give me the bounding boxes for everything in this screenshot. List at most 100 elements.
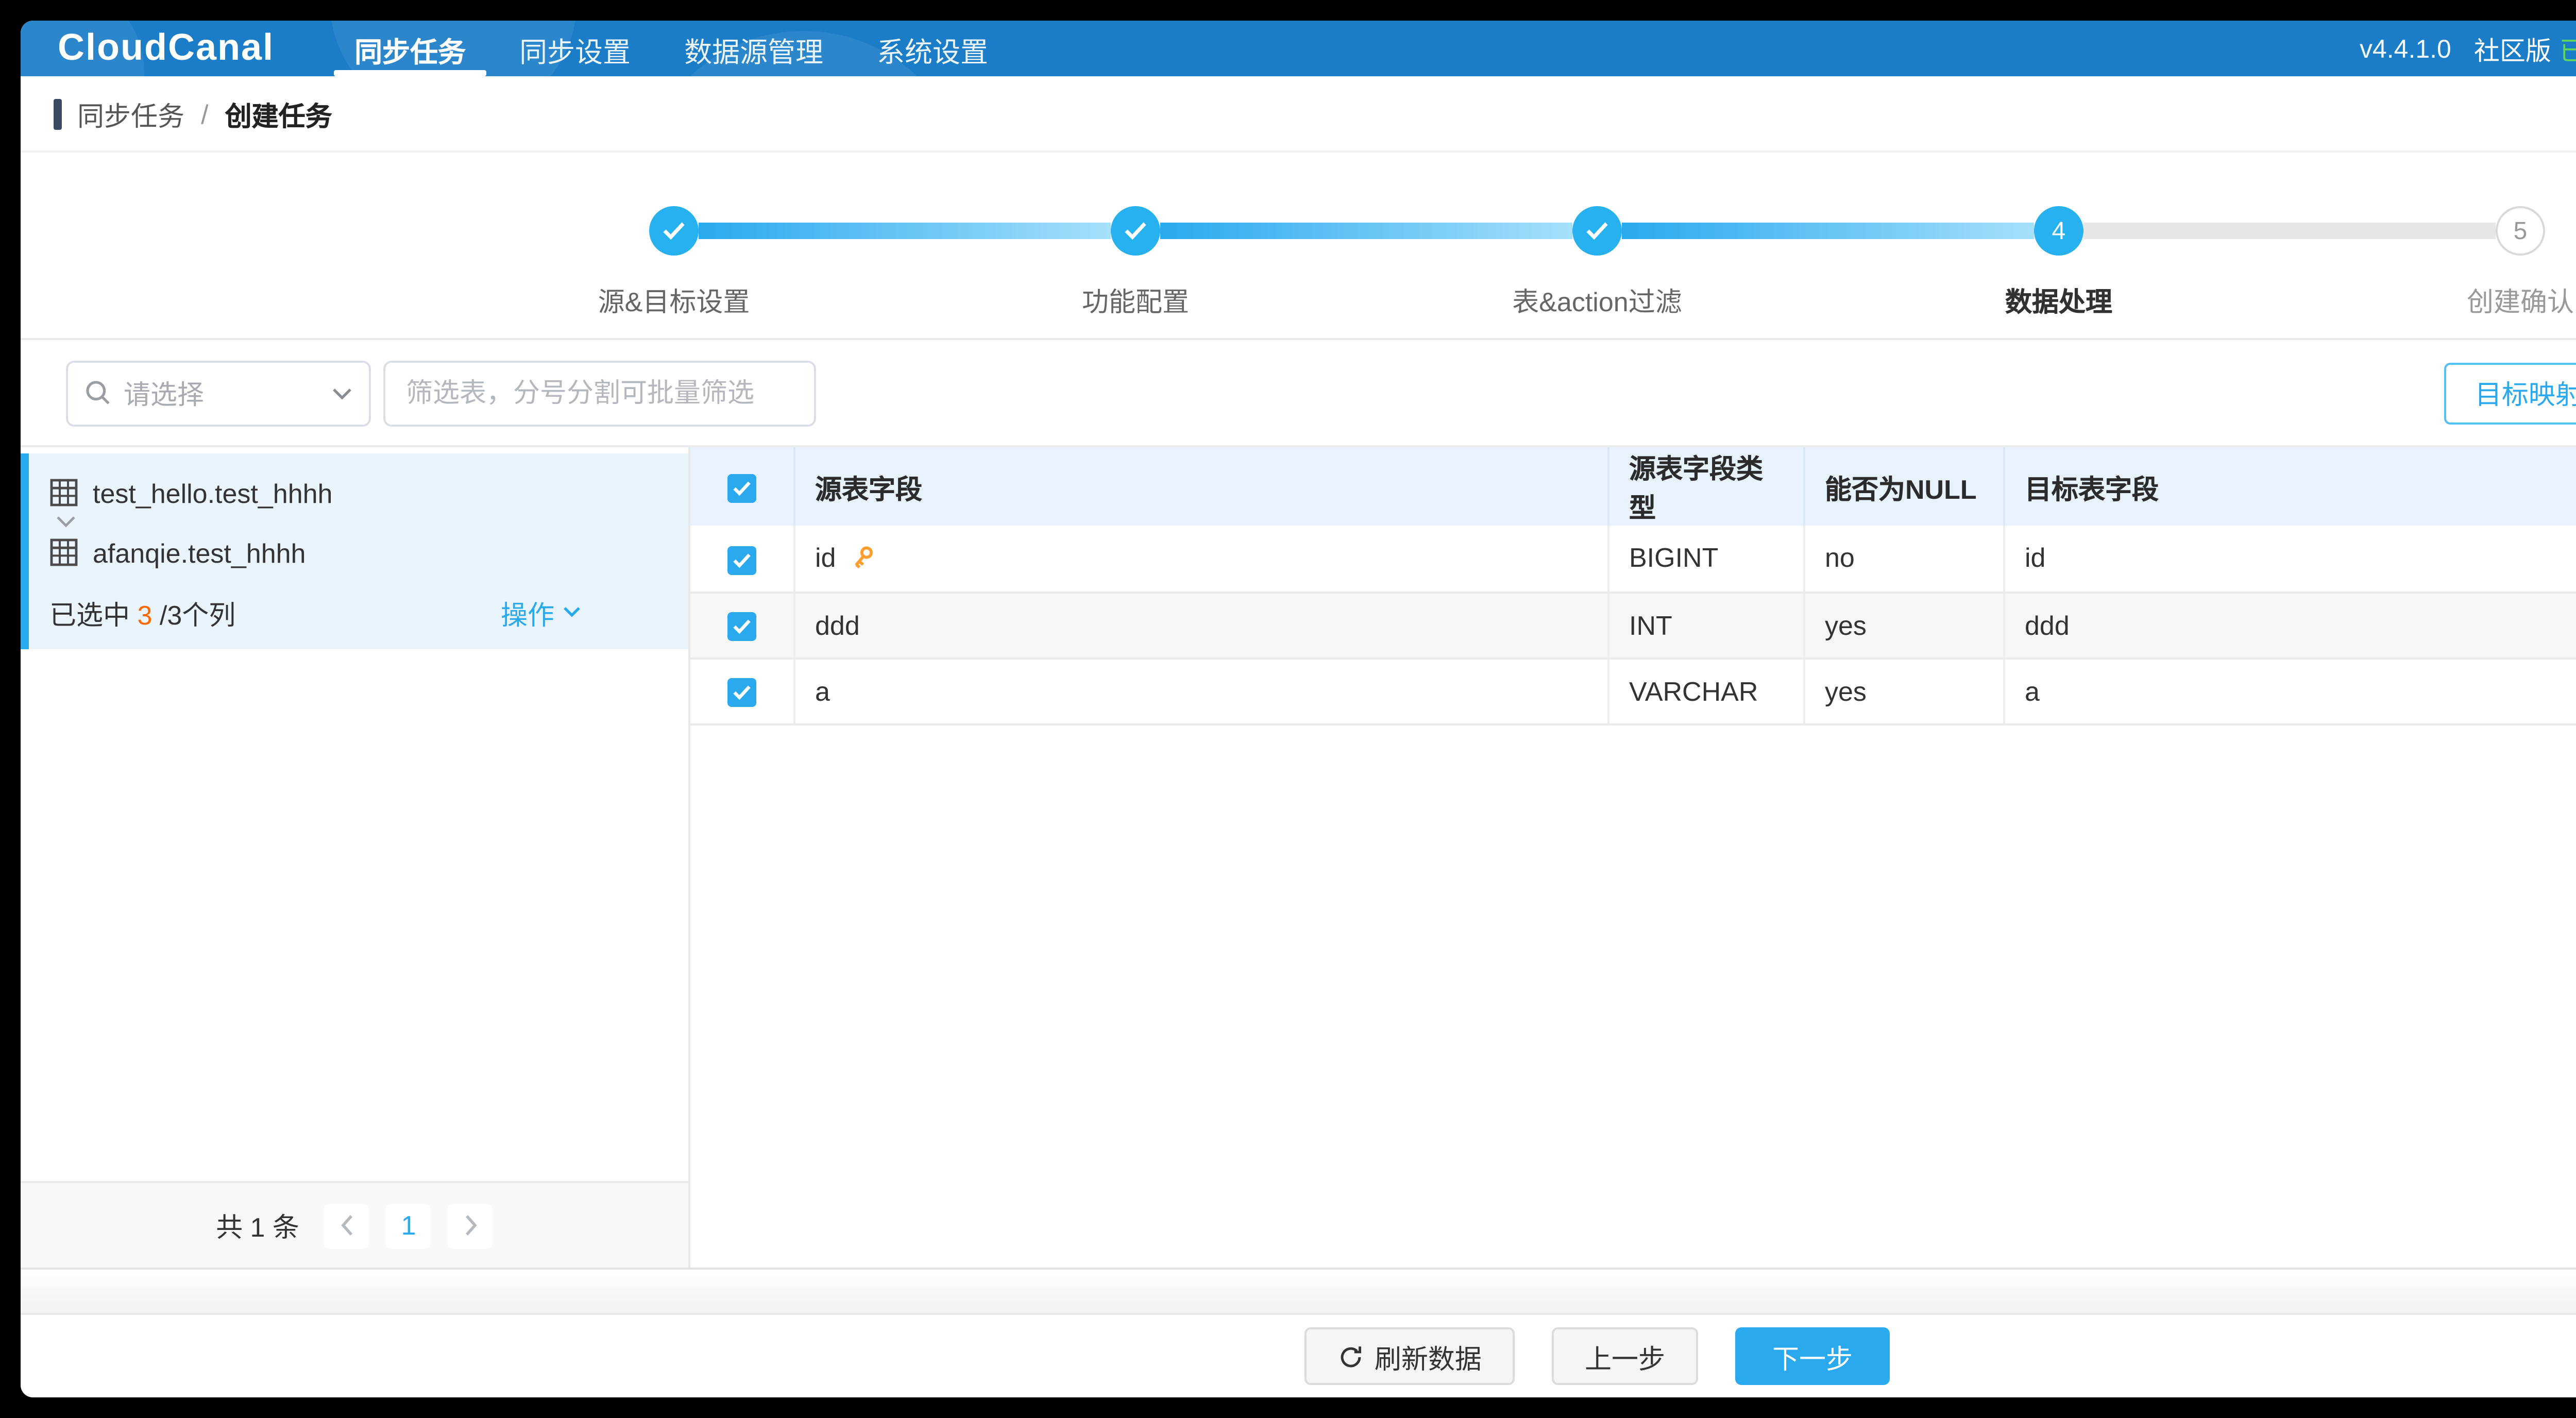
source-nullable: yes [1803,592,2004,659]
table-grid-icon [50,538,78,566]
breadcrumb-section[interactable]: 同步任务 [77,100,185,131]
row-checkbox[interactable] [727,545,756,575]
target-field-value: a [2025,675,2040,706]
select-all-checkbox[interactable] [727,474,756,503]
sidebar-empty-area [21,649,688,1181]
wizard-footer: 刷新数据 上一步 下一步 [21,1313,2576,1397]
target-field-select[interactable]: ddd [2025,609,2576,640]
sidebar-pagination: 共 1 条 1 [21,1181,688,1268]
check-icon [733,552,750,567]
step-4-label: 数据处理 [2005,286,2113,317]
license-status: 社区版 已激活 , [2474,29,2576,68]
row-checkbox[interactable] [727,678,756,707]
brand-logo[interactable]: CloudCanal [21,21,274,76]
mapping-direction-chevron-icon [56,515,664,530]
table-select-dropdown[interactable]: 请选择 [66,360,371,426]
table-grid-icon [50,479,78,507]
app-window: CloudCanal 同步任务 同步设置 数据源管理 系统设置 v4.4.1.0… [21,21,2576,1397]
top-navbar: CloudCanal 同步任务 同步设置 数据源管理 系统设置 v4.4.1.0… [21,21,2576,76]
step-4-dot[interactable]: 4 [2034,206,2083,256]
select-placeholder: 请选择 [124,379,205,410]
source-nullable: no [1803,526,2004,593]
check-icon [733,619,750,634]
next-step-button[interactable]: 下一步 [1735,1327,1890,1385]
nav-tab-sync-tasks[interactable]: 同步任务 [328,21,493,76]
logo-decoration [330,21,577,76]
nav-tab-datasource-management[interactable]: 数据源管理 [657,21,850,76]
step-3-dot[interactable] [1572,206,1622,256]
target-mapping-rule-button[interactable]: 目标映射规则 [2444,362,2576,424]
stepper-labels: 源&目标设置 功能配置 表&action过滤 数据处理 创建确认 [598,280,2574,322]
version-label: v4.4.1.0 [2359,34,2451,63]
step-number: 5 [2513,216,2528,245]
selected-columns-text: 已选中 3 /3个列 [49,593,235,632]
step-5-dot[interactable]: 5 [2496,206,2545,256]
row-checkbox[interactable] [727,612,756,641]
target-table-name: afanqie.test_hhhh [93,537,306,568]
target-field-select[interactable]: a [2025,675,2576,706]
step-2-dot[interactable] [1111,206,1160,256]
filter-toolbar: 请选择 目标映射规则 上传自定义代码 批量操作 [21,340,2576,447]
step-1-label: 源&目标设置 [598,286,750,317]
step-connector-done [699,223,1111,239]
nav-tab-sync-settings[interactable]: 同步设置 [493,21,657,76]
source-field-name: ddd [815,609,860,640]
selected-suffix: /3个列 [152,599,236,630]
field-mapping-grid: 源表字段 源表字段类型 能否为NULL 目标表字段 目标表字段类型 能否为NUL… [690,447,2576,1268]
pagination-next-button[interactable] [447,1203,493,1248]
item-action-dropdown[interactable]: 操作 [501,593,581,632]
source-table-row: test_hello.test_hhhh [49,472,664,513]
step-5-label: 创建确认 [2466,286,2574,317]
action-label: 操作 [500,599,554,630]
table-row: id BIGINT no id BIGINT no [690,526,2576,593]
selected-prefix: 已选中 [49,599,138,630]
target-field-select[interactable]: id [2025,543,2576,573]
table-row: ddd INT yes ddd INT yes [690,592,2576,659]
check-icon [663,222,685,240]
step-connector-done [1160,223,1572,239]
pagination-prev-button[interactable] [324,1203,369,1248]
table-header-row: 源表字段 源表字段类型 能否为NULL 目标表字段 目标表字段类型 能否为NUL… [690,447,2576,526]
main-content: test_hello.test_hhhh afanqie.test_hhhh 已… [21,447,2576,1268]
chevron-down-icon [333,387,351,399]
nav-tab-label: 系统设置 [877,36,989,67]
breadcrumb: 同步任务 / 创建任务 [21,76,2576,153]
selected-count: 3 [137,599,152,630]
pagination-page-1[interactable]: 1 [385,1203,431,1248]
check-icon [733,481,750,496]
check-icon [733,685,750,700]
breadcrumb-accent-bar [54,98,61,129]
pagination-total: 共 1 条 [216,1212,299,1243]
source-field-type: BIGINT [1607,526,1804,593]
activated-label: 已激活 [2560,29,2576,68]
step-1-dot[interactable] [649,206,699,256]
header-source-type: 源表字段类型 [1607,447,1804,526]
field-mapping-table: 源表字段 源表字段类型 能否为NULL 目标表字段 目标表字段类型 能否为NUL… [690,447,2576,724]
horizontal-scrollbar-track[interactable] [21,1268,2576,1313]
stepper-track: 4 5 源&目标设置 功能配置 表&action过滤 数据处理 创建确认 [598,153,2574,322]
wizard-stepper: 4 5 源&目标设置 功能配置 表&action过滤 数据处理 创建确认 [21,153,2576,340]
nav-tab-system-settings[interactable]: 系统设置 [850,21,1015,76]
logo-decoration [21,21,144,76]
step-connector-pending [2083,223,2496,239]
target-table-row: afanqie.test_hhhh [49,532,664,573]
step-2-label: 功能配置 [1081,286,1190,317]
source-field-name: id [815,543,836,573]
chevron-right-icon [465,1215,477,1236]
brand-text: CloudCanal [58,27,275,68]
breadcrumb-current: 创建任务 [225,100,332,131]
stepper-row: 4 5 [649,206,2545,256]
main-nav-tabs: 同步任务 同步设置 数据源管理 系统设置 [328,21,1015,76]
previous-step-button[interactable]: 上一步 [1551,1327,1698,1385]
source-table-name: test_hello.test_hhhh [93,477,333,508]
refresh-data-button[interactable]: 刷新数据 [1304,1327,1515,1385]
search-icon [86,381,110,404]
nav-tab-label: 同步任务 [354,36,466,67]
step-3-label: 表&action过滤 [1512,286,1682,317]
table-list-sidebar: test_hello.test_hhhh afanqie.test_hhhh 已… [21,447,690,1268]
button-label: 目标映射规则 [2475,379,2576,410]
breadcrumb-separator: / [201,98,209,129]
table-filter-input[interactable] [383,360,816,426]
table-mapping-item-selected[interactable]: test_hello.test_hhhh afanqie.test_hhhh 已… [21,453,688,649]
